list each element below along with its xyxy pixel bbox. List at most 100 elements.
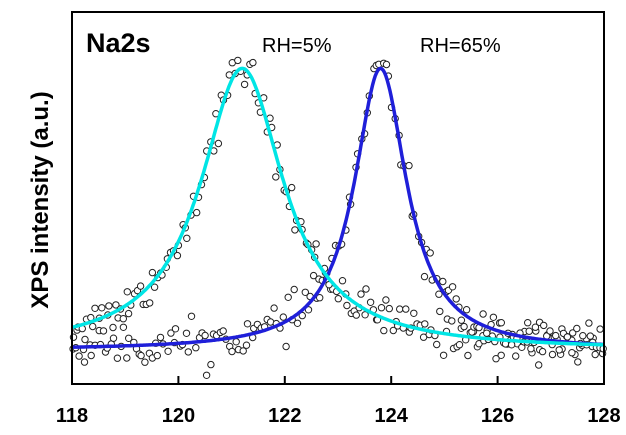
data-point-rh5: [421, 320, 429, 328]
x-tick-label: 120: [162, 405, 195, 427]
data-point-rh65: [284, 293, 292, 301]
data-point-rh5: [288, 183, 296, 192]
annotation-rh65: RH=65%: [420, 35, 501, 57]
chart-title: Na2s: [86, 28, 151, 58]
data-point-rh65: [563, 333, 572, 341]
data-point-rh5: [124, 309, 133, 318]
data-point-rh65: [243, 320, 252, 328]
data-point-rh65: [164, 347, 172, 355]
data-point-rh65: [192, 344, 200, 352]
data-point-rh65: [382, 60, 391, 69]
data-point-rh65: [552, 331, 560, 340]
data-point-rh65: [531, 323, 540, 331]
data-point-rh65: [232, 338, 240, 346]
data-point-rh65: [113, 354, 122, 362]
data-point-rh5: [119, 315, 128, 323]
data-point-rh65: [137, 351, 145, 360]
data-point-rh5: [109, 323, 117, 332]
x-tick-label: 124: [375, 405, 409, 427]
fit-curve-rh65: [72, 66, 604, 349]
data-point-rh65: [242, 341, 251, 349]
data-point-rh5: [389, 326, 397, 335]
data-point-rh5: [361, 311, 369, 319]
data-point-rh65: [125, 334, 133, 342]
data-point-rh5: [291, 226, 299, 234]
x-tick-label: 126: [481, 405, 514, 427]
data-point-rh65: [452, 295, 460, 303]
data-point-rh65: [569, 329, 577, 337]
data-point-rh65: [182, 329, 191, 337]
data-point-rh5: [136, 282, 145, 290]
data-point-rh65: [448, 283, 457, 291]
y-axis-label: XPS intensity (a.u.): [27, 91, 54, 308]
data-point-rh65: [202, 371, 211, 379]
data-point-rh65: [228, 347, 236, 356]
data-point-rh65: [301, 288, 309, 296]
x-tick-label: 118: [56, 405, 88, 427]
data-point-rh5: [183, 234, 191, 243]
data-point-rh65: [119, 323, 128, 331]
data-point-rh65: [439, 277, 447, 286]
data-point-rh5: [146, 299, 154, 307]
data-point-rh5: [240, 80, 249, 89]
plot-frame: [71, 11, 605, 385]
plot-content: [69, 56, 607, 379]
data-point-rh5: [380, 326, 388, 335]
data-point-rh65: [304, 306, 313, 314]
data-point-rh5: [112, 301, 120, 309]
data-point-rh5: [89, 322, 97, 331]
data-point-rh5: [538, 347, 547, 356]
data-point-rh65: [153, 351, 162, 360]
data-point-rh65: [109, 334, 118, 342]
data-point-rh65: [546, 327, 554, 335]
data-point-rh5: [123, 288, 132, 296]
data-point-rh65: [239, 347, 247, 355]
data-point-rh65: [420, 272, 429, 281]
data-point-rh65: [568, 349, 576, 357]
data-point-rh5: [81, 335, 89, 344]
data-point-rh65: [123, 354, 131, 362]
data-point-rh5: [574, 358, 582, 366]
data-point-rh5: [385, 304, 393, 313]
data-point-rh65: [80, 358, 89, 366]
data-point-rh5: [524, 319, 532, 327]
data-point-rh65: [591, 350, 599, 359]
data-point-rh65: [167, 329, 175, 337]
data-point-rh5: [334, 295, 342, 303]
data-point-rh5: [99, 327, 108, 335]
data-point-rh5: [433, 340, 441, 349]
data-point-rh65: [507, 341, 516, 349]
data-point-rh65: [270, 304, 278, 312]
data-point-rh5: [436, 307, 444, 316]
data-point-rh65: [309, 271, 318, 280]
data-point-rh65: [282, 342, 290, 351]
data-point-rh65: [279, 313, 287, 321]
data-point-rh5: [402, 305, 410, 313]
data-point-rh65: [579, 332, 587, 340]
data-point-rh5: [105, 302, 113, 310]
data-point-rh5: [464, 351, 472, 360]
data-point-rh65: [573, 324, 581, 333]
data-point-rh65: [596, 325, 604, 333]
data-point-rh5: [357, 290, 365, 298]
data-point-rh65: [298, 311, 306, 320]
data-point-rh65: [316, 294, 324, 302]
data-point-rh5: [193, 208, 201, 217]
data-point-rh65: [87, 351, 95, 360]
data-point-rh5: [585, 319, 593, 327]
data-point-rh65: [201, 331, 209, 340]
data-point-rh65: [489, 313, 498, 321]
data-point-rh65: [184, 348, 193, 356]
data-point-rh65: [492, 355, 500, 363]
data-point-rh5: [214, 139, 223, 148]
x-tick-label: 122: [268, 405, 301, 427]
data-point-rh5: [173, 251, 182, 260]
annotation-rh5: RH=5%: [262, 35, 332, 57]
data-point-rh5: [272, 173, 280, 181]
data-point-rh5: [234, 56, 242, 65]
data-point-rh5: [455, 341, 464, 349]
data-point-rh5: [497, 351, 505, 359]
data-point-rh65: [187, 312, 196, 320]
data-point-rh65: [586, 332, 594, 340]
data-point-rh65: [483, 329, 491, 337]
